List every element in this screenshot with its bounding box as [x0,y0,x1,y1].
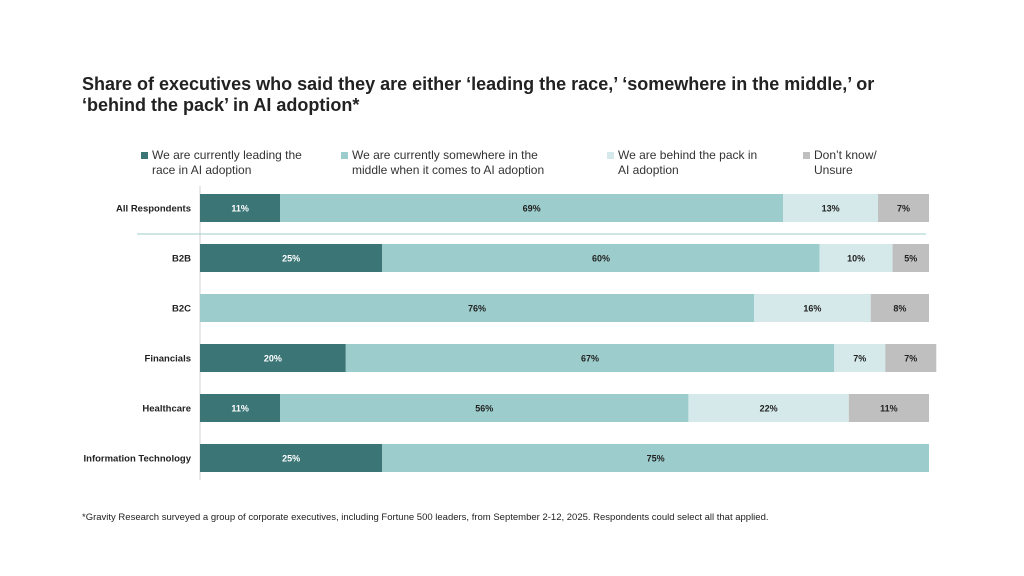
bar-financials-leading [200,344,346,372]
data-label-all-respondents-middle: 69% [523,204,541,214]
bar-all-respondents-unsure [877,194,929,222]
legend-item-leading: We are currently leading the race in AI … [141,148,302,178]
category-label-b2b: B2B [172,254,191,265]
bar-all-respondents-behind [783,194,878,222]
data-label-information-technology-leading: 25% [282,454,300,464]
legend-swatch-behind [607,152,614,159]
data-label-healthcare-middle: 56% [475,404,493,414]
legend-item-unsure: Don’t know/ Unsure [803,148,886,178]
category-label-all-respondents: All Respondents [116,204,191,215]
bar-b2b-unsure [892,244,929,272]
bar-healthcare-behind [688,394,849,422]
data-label-financials-middle: 67% [581,354,599,364]
bar-b2c-unsure [870,294,929,322]
bar-b2b-behind [819,244,893,272]
bar-financials-unsure [885,344,937,372]
data-label-healthcare-leading: 11% [231,404,249,414]
data-label-b2c-unsure: 8% [893,304,906,314]
legend-item-behind: We are behind the pack in AI adoption [607,148,758,178]
legend-label-leading: We are currently leading the race in AI … [152,148,302,177]
data-label-financials-unsure: 7% [904,354,917,364]
data-label-b2c-middle: 76% [468,304,486,314]
data-label-b2b-middle: 60% [592,254,610,264]
footnote: *Gravity Research surveyed a group of co… [82,512,769,523]
legend-swatch-middle [341,152,348,159]
legend-item-middle: We are currently somewhere in the middle… [341,148,562,178]
data-label-financials-behind: 7% [853,354,866,364]
bar-b2c-middle [200,294,755,322]
data-label-b2b-unsure: 5% [904,254,917,264]
bar-b2b-middle [382,244,820,272]
chart-legend: We are currently leading the race in AI … [0,148,1024,188]
bar-all-respondents-leading [200,194,281,222]
bar-b2b-leading [200,244,383,272]
data-label-healthcare-behind: 22% [760,404,778,414]
data-label-all-respondents-leading: 11% [231,204,249,214]
bar-b2c-behind [754,294,871,322]
data-label-financials-leading: 20% [264,354,282,364]
data-label-b2b-behind: 10% [847,254,865,264]
legend-label-behind: We are behind the pack in AI adoption [618,148,758,177]
bar-financials-middle [345,344,835,372]
category-label-healthcare: Healthcare [142,404,191,415]
bar-healthcare-leading [200,394,281,422]
category-label-b2c: B2C [172,304,191,315]
data-label-information-technology-middle: 75% [647,454,665,464]
bar-all-respondents-middle [280,194,784,222]
legend-label-middle: We are currently somewhere in the middle… [352,148,545,177]
data-label-b2b-leading: 25% [282,254,300,264]
bar-healthcare-unsure [848,394,929,422]
data-label-all-respondents-unsure: 7% [897,204,910,214]
bar-financials-behind [834,344,886,372]
data-label-b2c-behind: 16% [803,304,821,314]
category-label-information-technology: Information Technology [84,454,192,465]
bar-healthcare-middle [280,394,689,422]
legend-swatch-leading [141,152,148,159]
bar-information-technology-leading [200,444,383,472]
legend-swatch-unsure [803,152,810,159]
chart-title: Share of executives who said they are ei… [82,74,875,115]
data-label-healthcare-unsure: 11% [880,404,898,414]
category-label-financials: Financials [145,354,191,365]
legend-label-unsure: Don’t know/ Unsure [814,148,877,177]
bar-information-technology-middle [382,444,929,472]
data-label-all-respondents-behind: 13% [822,204,840,214]
